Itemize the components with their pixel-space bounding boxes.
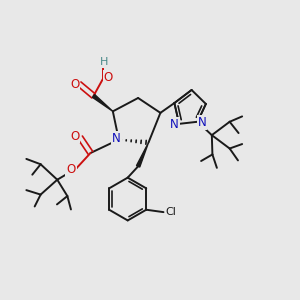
Text: H: H bbox=[100, 57, 109, 67]
Text: O: O bbox=[70, 130, 80, 142]
Text: O: O bbox=[70, 77, 80, 91]
Text: O: O bbox=[104, 71, 113, 84]
Text: N: N bbox=[112, 132, 121, 145]
Polygon shape bbox=[136, 142, 148, 167]
Text: N: N bbox=[198, 116, 206, 129]
Text: O: O bbox=[66, 164, 76, 176]
Polygon shape bbox=[92, 94, 113, 111]
Text: Cl: Cl bbox=[166, 207, 176, 217]
Text: N: N bbox=[170, 118, 179, 131]
